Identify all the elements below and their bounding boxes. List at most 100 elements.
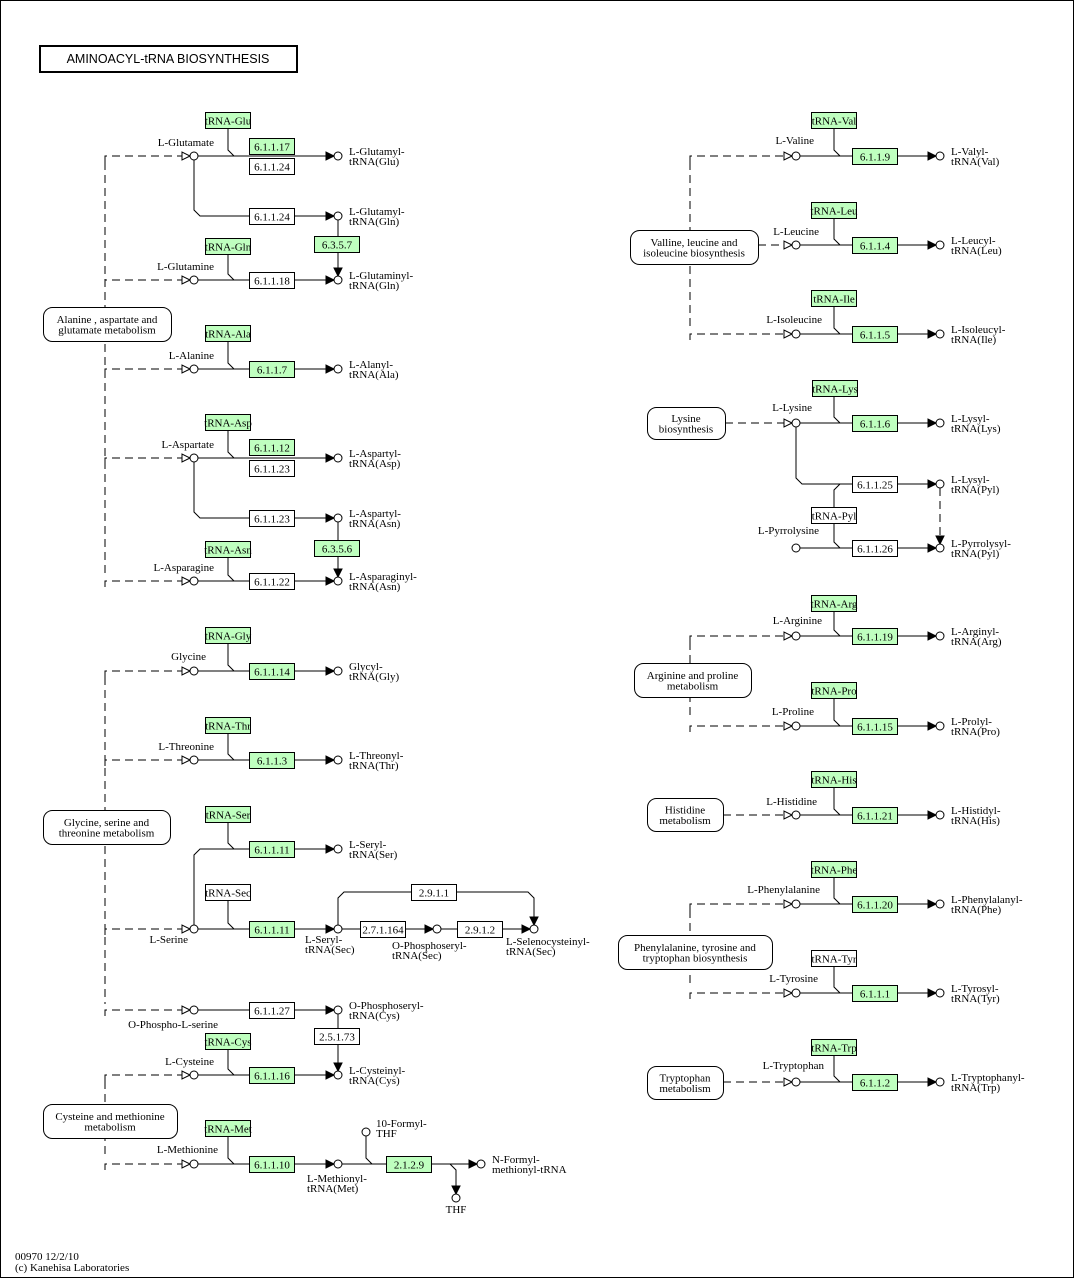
trna-box[interactable]: tRNA-Pro [811, 682, 857, 699]
compound-circle[interactable] [189, 1070, 199, 1080]
trna-box[interactable]: tRNA-Met [204, 1120, 252, 1137]
trna-box[interactable]: tRNA-Leu [810, 202, 858, 219]
compound-circle[interactable] [189, 151, 199, 161]
compound[interactable]: L-Histidyl-tRNA(His) [935, 805, 1001, 827]
compound[interactable]: L-Histidine [766, 796, 817, 820]
enzyme-box[interactable]: 6.1.1.20 [852, 896, 898, 913]
enzyme-box[interactable]: 6.1.1.19 [852, 628, 898, 645]
enzyme-box[interactable]: 6.1.1.24 [249, 158, 295, 175]
enzyme-box[interactable]: 6.1.1.6 [852, 415, 898, 432]
enzyme-box[interactable]: 6.1.1.24 [249, 208, 295, 225]
compound[interactable]: O-Phospho-L-serine [128, 1005, 218, 1031]
trna-box[interactable]: tRNA-Arg [811, 595, 858, 612]
compound-circle[interactable] [333, 1159, 343, 1169]
enzyme-box[interactable]: 6.3.5.6 [314, 540, 360, 557]
compound-circle[interactable] [791, 1077, 801, 1087]
compound[interactable]: L-Phenylalanine [747, 884, 820, 909]
compound[interactable]: L-Pyrrolysyl-tRNA(Pyl) [935, 538, 1011, 560]
compound-circle[interactable] [189, 924, 199, 934]
compound-circle[interactable] [935, 151, 945, 161]
compound-circle[interactable] [333, 211, 343, 221]
trna-box[interactable]: tRNA-Sec [205, 884, 251, 901]
compound-circle[interactable] [791, 721, 801, 731]
trna-box[interactable]: tRNA-Gln [205, 238, 252, 255]
compound-circle[interactable] [935, 543, 945, 553]
enzyme-box[interactable]: 6.3.5.7 [314, 236, 360, 253]
compound-circle[interactable] [935, 810, 945, 820]
trna-box[interactable]: tRNA-Gly [205, 627, 252, 644]
compound[interactable]: L-Methionine [157, 1144, 218, 1169]
compound-circle[interactable] [189, 1159, 199, 1169]
trna-box[interactable]: tRNA-Pyl [811, 507, 857, 524]
compound-circle[interactable] [935, 240, 945, 250]
compound[interactable]: L-Leucine [773, 226, 819, 250]
compound[interactable]: Glycyl-tRNA(Gly) [333, 661, 399, 683]
compound-circle[interactable] [333, 576, 343, 586]
compound-circle[interactable] [189, 666, 199, 676]
enzyme-box[interactable]: 6.1.1.1 [852, 985, 898, 1002]
compound[interactable]: L-Alanyl-tRNA(Ala) [333, 359, 399, 381]
enzyme-box[interactable]: 6.1.1.11 [249, 841, 295, 858]
compound[interactable]: Glycine [171, 651, 206, 676]
compound[interactable]: L-Tyrosyl-tRNA(Tyr) [935, 983, 1000, 1005]
compound[interactable]: L-Threonyl-tRNA(Thr) [333, 750, 404, 772]
enzyme-box[interactable]: 6.1.1.25 [852, 476, 898, 493]
trna-box[interactable]: tRNA-Ala [205, 325, 251, 342]
enzyme-box[interactable]: 6.1.1.2 [852, 1074, 898, 1091]
enzyme-box[interactable]: 6.1.1.22 [249, 573, 295, 590]
compound[interactable]: L-Tryptophan [763, 1060, 825, 1087]
enzyme-box[interactable]: 2.9.1.2 [457, 921, 503, 938]
compound[interactable]: L-Valine [776, 135, 815, 161]
compound[interactable]: O-Phosphoseryl-tRNA(Sec) [392, 924, 467, 962]
compound-circle[interactable] [935, 988, 945, 998]
compound-circle[interactable] [451, 1193, 461, 1203]
compound[interactable]: L-Cysteine [165, 1056, 214, 1080]
enzyme-box[interactable]: 6.1.1.27 [249, 1002, 295, 1019]
compound-circle[interactable] [791, 418, 801, 428]
compound-circle[interactable] [935, 418, 945, 428]
compound-circle[interactable] [935, 1077, 945, 1087]
compound-circle[interactable] [189, 453, 199, 463]
compound[interactable]: L-Lysyl-tRNA(Pyl) [935, 474, 1000, 496]
compound[interactable]: O-Phosphoseryl-tRNA(Cys) [333, 1000, 424, 1022]
compound[interactable]: L-Glutaminyl-tRNA(Gln) [333, 270, 413, 292]
compound-circle[interactable] [791, 810, 801, 820]
compound[interactable]: L-Isoleucine [766, 314, 822, 339]
compound[interactable]: L-Methionyl-tRNA(Met) [307, 1159, 367, 1195]
compound[interactable]: L-Serine [150, 924, 199, 946]
trna-box[interactable]: tRNA-Asp [204, 414, 252, 431]
compound[interactable]: L-Seryl-tRNA(Ser) [333, 839, 398, 861]
trna-box[interactable]: tRNA-Lys [812, 380, 858, 397]
compound-circle[interactable] [333, 1070, 343, 1080]
compound[interactable]: L-Lysyl-tRNA(Lys) [935, 413, 1001, 435]
enzyme-box[interactable]: 6.1.1.9 [852, 148, 898, 165]
compound[interactable]: L-Selenocysteinyl-tRNA(Sec) [506, 924, 590, 958]
enzyme-box[interactable]: 6.1.1.17 [249, 138, 295, 155]
compound-circle[interactable] [333, 151, 343, 161]
compound[interactable]: 10-Formyl-THF [361, 1118, 427, 1140]
compound-circle[interactable] [361, 1127, 371, 1137]
compound-circle[interactable] [189, 755, 199, 765]
compound[interactable]: L-Tyrosine [769, 973, 818, 998]
compound-circle[interactable] [791, 329, 801, 339]
compound-circle[interactable] [189, 1005, 199, 1015]
compound-circle[interactable] [791, 631, 801, 641]
trna-box[interactable]: tRNA-Cys [204, 1033, 252, 1050]
compound[interactable]: L-Prolyl-tRNA(Pro) [935, 716, 1000, 738]
compound[interactable]: L-Leucyl-tRNA(Leu) [935, 235, 1002, 257]
compound-circle[interactable] [333, 755, 343, 765]
compound[interactable]: L-Valyl-tRNA(Val) [935, 146, 1000, 168]
compound-circle[interactable] [935, 329, 945, 339]
compound-circle[interactable] [935, 631, 945, 641]
compound-circle[interactable] [935, 721, 945, 731]
compound[interactable]: L-Tryptophanyl-tRNA(Trp) [935, 1072, 1025, 1094]
enzyme-box[interactable]: 2.9.1.1 [411, 884, 457, 901]
compound[interactable]: L-Glutamyl-tRNA(Gln) [333, 206, 405, 228]
compound[interactable]: L-Isoleucyl-tRNA(Ile) [935, 324, 1006, 346]
trna-box[interactable]: tRNA-Ile [811, 290, 857, 307]
